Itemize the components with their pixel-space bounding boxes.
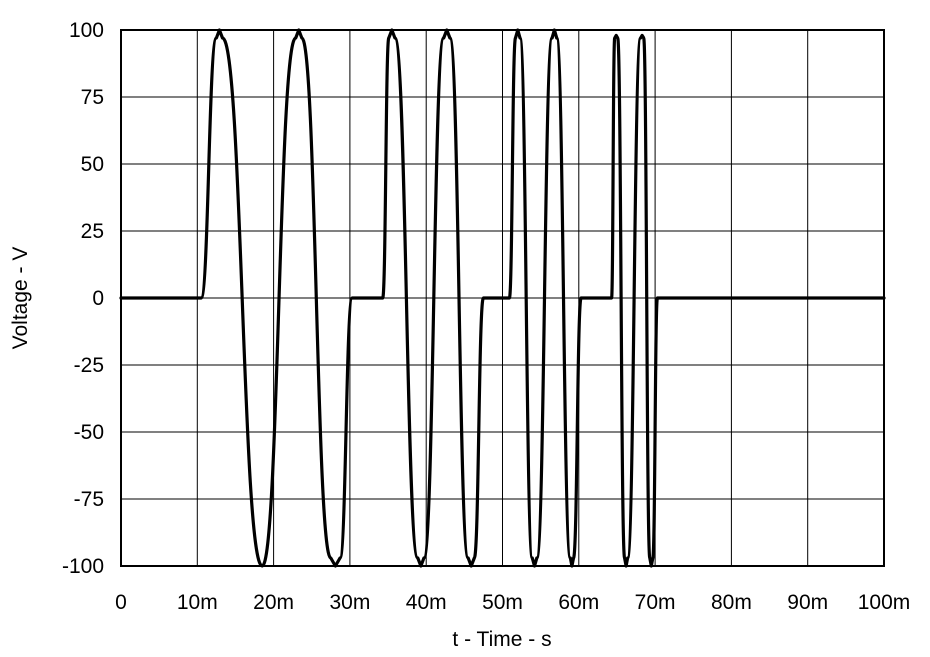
- y-tick-label: -100: [62, 555, 104, 578]
- x-tick-label: 90m: [787, 591, 828, 614]
- x-tick-label: 40m: [406, 591, 447, 614]
- x-tick-label: 30m: [329, 591, 370, 614]
- series-line: [119, 28, 886, 568]
- x-tick-label: 20m: [253, 591, 294, 614]
- y-tick-label: 50: [81, 153, 104, 176]
- x-tick-label: 0: [115, 591, 127, 614]
- x-tick-label: 70m: [635, 591, 676, 614]
- x-tick-label: 50m: [482, 591, 523, 614]
- y-axis-title: Voltage - V: [9, 247, 32, 350]
- y-tick-label: 75: [81, 86, 104, 109]
- y-tick-label: -50: [74, 421, 104, 444]
- y-tick-label: 100: [69, 19, 104, 42]
- x-tick-label: 60m: [558, 591, 599, 614]
- x-tick-label: 80m: [711, 591, 752, 614]
- y-tick-label: -75: [74, 488, 104, 511]
- plot-frame: [120, 29, 885, 567]
- x-axis-title: t - Time - s: [452, 628, 551, 651]
- y-tick-labels: 100 75 50 25 0 -25 -50 -75 -100: [62, 19, 104, 578]
- y-tick-label: 0: [92, 287, 104, 310]
- x-tick-label: 100m: [858, 591, 911, 614]
- x-tick-labels: 0 10m 20m 30m 40m 50m 60m 70m 80m 90m 100m: [115, 591, 910, 614]
- x-tick-label: 10m: [177, 591, 218, 614]
- y-tick-label: -25: [74, 354, 104, 377]
- y-tick-label: 25: [81, 220, 104, 243]
